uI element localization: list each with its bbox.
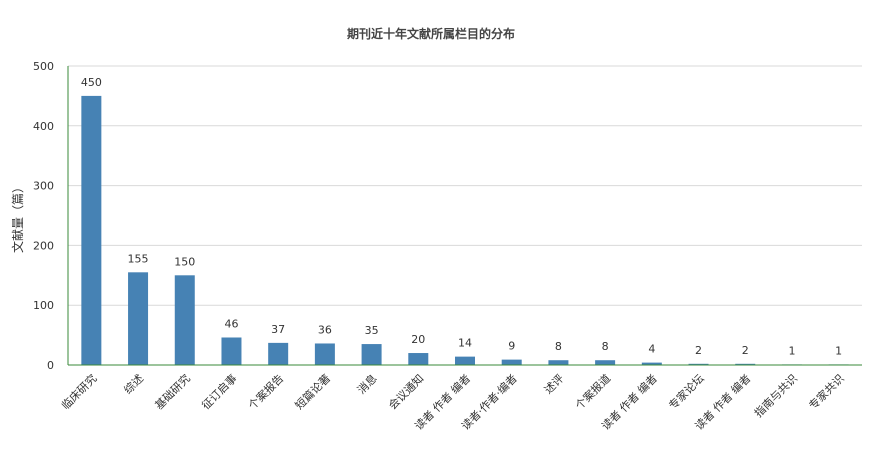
x-tick-label: 指南与共识 [751,371,800,420]
data-label: 20 [411,333,425,346]
x-tick-label: 述评 [542,372,567,397]
data-label: 4 [648,343,655,356]
data-label: 1 [788,344,795,357]
y-tick-label: 100 [33,299,54,312]
data-label: 8 [602,340,609,353]
x-tick-label: 会议通知 [385,371,426,412]
data-label: 2 [695,344,702,357]
data-label: 36 [318,323,332,336]
y-tick-label: 200 [33,239,54,252]
x-tick-label: 短篇论著 [292,371,333,412]
data-label: 450 [81,76,102,89]
data-label: 37 [271,323,285,336]
bar [174,275,195,365]
bar [455,356,475,365]
bar [548,360,569,365]
x-tick-label: 消息 [354,371,379,396]
y-tick-label: 400 [33,120,54,133]
bar [221,337,242,365]
bar [595,360,616,365]
gridlines [68,65,862,306]
bars [81,95,849,366]
y-tick-label: 300 [33,180,54,193]
data-label: 8 [555,340,562,353]
data-label: 150 [174,255,195,268]
x-tick-label: 临床研究 [58,371,99,412]
bar [735,363,756,365]
bar [314,343,335,365]
bar [501,359,522,365]
bar [641,362,662,365]
chart-title: 期刊近十年文献所属栏目的分布 [347,26,515,41]
bar [81,95,102,366]
y-tick-label: 500 [33,60,54,73]
data-label: 1 [835,344,842,357]
data-label: 14 [458,337,472,350]
data-label: 46 [224,317,238,330]
bar [408,353,429,365]
x-tick-label: 综述 [121,371,146,396]
y-tick-label: 0 [47,359,54,372]
data-label: 35 [365,324,379,337]
x-tick-label: 个案报道 [572,371,613,412]
bar [268,342,289,365]
x-tick-label: 专家共识 [806,371,847,412]
bar [128,272,149,365]
data-labels: 450 155 150 46 37 36 35 20 14 9 8 8 4 2 2 1 1 [81,76,842,358]
data-label: 2 [742,344,749,357]
data-label: 155 [128,252,149,265]
y-axis-label: 文献量（篇） [10,181,25,253]
x-tick-label: 基础研究 [152,371,193,412]
bar [361,344,382,365]
x-tick-label: 个案报告 [245,371,286,412]
x-tick-label: 专家论坛 [666,371,707,412]
bar [688,363,709,365]
y-axis-ticks: 0 100 200 300 400 500 [33,60,54,372]
data-label: 9 [508,340,515,353]
x-tick-label: 征订启事 [199,372,239,412]
